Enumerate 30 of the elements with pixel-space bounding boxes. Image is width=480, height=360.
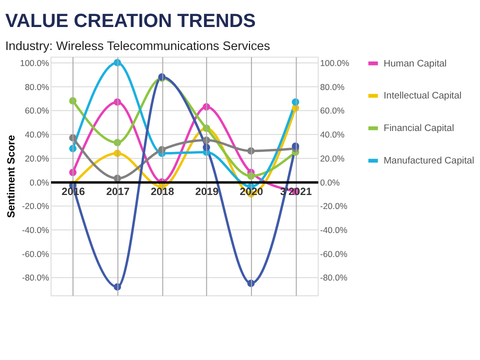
- chart-title: VALUE CREATION TRENDS: [5, 11, 256, 32]
- y2-tick-label: 20.0%: [320, 153, 345, 164]
- y-tick-label: 60.0%: [24, 106, 50, 116]
- y-tick-label: -20.0%: [22, 201, 50, 212]
- y-tick-label: -40.0%: [22, 225, 50, 236]
- x-tick-label: 2019: [195, 186, 219, 198]
- y-axis-title: Sentiment Score: [6, 134, 18, 218]
- y2-tick-label: -20.0%: [320, 201, 348, 212]
- y2-tick-label: -80.0%: [320, 272, 348, 283]
- y-tick-label: -60.0%: [22, 248, 50, 259]
- y2-tick-label: 0.0%: [320, 177, 340, 188]
- y-tick-label: 80.0%: [24, 82, 50, 92]
- y-tick-label: 0.0%: [30, 177, 50, 188]
- x-tick-label: 2017: [106, 186, 130, 198]
- chart-subtitle: Industry: Wireless Telecommunications Services: [5, 39, 270, 54]
- legend-label: Human Capital: [384, 58, 447, 70]
- y2-tick-label: 100.0%: [320, 58, 350, 68]
- y2-tick-label: 60.0%: [320, 106, 345, 116]
- y2-tick-label: -40.0%: [320, 225, 348, 236]
- y-tick-label: 100.0%: [20, 58, 50, 68]
- legend-label: Financial Capital: [384, 123, 454, 134]
- y2-tick-label: 40.0%: [320, 130, 345, 140]
- legend-label: Intellectual Capital: [384, 90, 462, 102]
- legend-label: Manufactured Capital: [384, 156, 474, 167]
- y2-tick-label: -60.0%: [320, 248, 348, 259]
- y2-tick-label: 80.0%: [320, 82, 345, 92]
- y-tick-label: 20.0%: [24, 153, 50, 164]
- y-tick-label: -80.0%: [22, 272, 50, 283]
- x-tick-label: 2018: [150, 186, 174, 198]
- y-tick-label: 40.0%: [24, 130, 50, 140]
